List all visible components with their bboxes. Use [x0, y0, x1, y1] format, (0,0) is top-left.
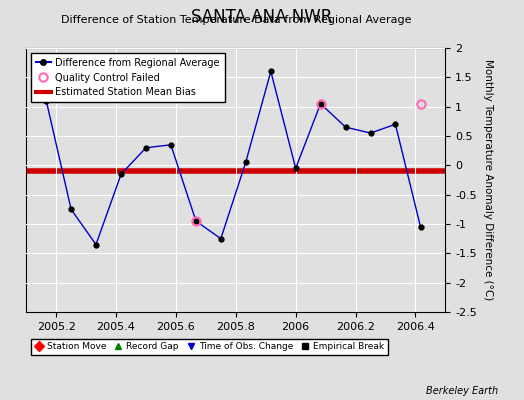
Title: Difference of Station Temperature Data from Regional Average: Difference of Station Temperature Data f… [61, 15, 411, 25]
Text: SANTA ANA NWR: SANTA ANA NWR [191, 8, 333, 26]
Legend: Station Move, Record Gap, Time of Obs. Change, Empirical Break: Station Move, Record Gap, Time of Obs. C… [31, 339, 388, 355]
Y-axis label: Monthly Temperature Anomaly Difference (°C): Monthly Temperature Anomaly Difference (… [483, 59, 493, 301]
Text: Berkeley Earth: Berkeley Earth [425, 386, 498, 396]
